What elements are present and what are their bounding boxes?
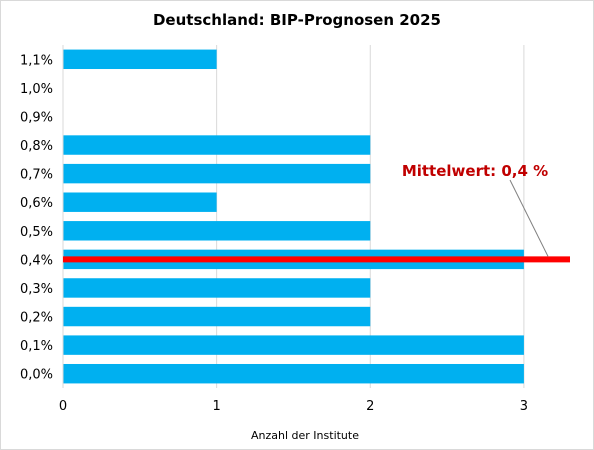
x-tick-label: 1 xyxy=(212,399,220,414)
y-tick-label: 0,9% xyxy=(20,110,53,125)
bar-0,7% xyxy=(63,163,371,184)
bars xyxy=(63,49,524,384)
gridlines xyxy=(216,45,525,388)
chart-title: Deutschland: BIP-Prognosen 2025 xyxy=(153,11,441,29)
y-tick-label: 0,2% xyxy=(20,311,53,326)
bar-0,0% xyxy=(63,363,524,384)
bar-0,2% xyxy=(63,306,371,327)
mean-leader-line xyxy=(509,179,549,257)
x-tick-label: 2 xyxy=(366,399,374,414)
x-tick-labels: 0 1 2 3 xyxy=(59,399,528,414)
y-tick-labels: 0,0% 0,1% 0,2% 0,3% 0,4% 0,5% 0,6% 0,7% 0,8% 0,9%… xyxy=(20,53,53,382)
y-tick-label: 0,6% xyxy=(20,196,53,211)
x-tick-label: 0 xyxy=(59,399,67,414)
x-axis-label: Anzahl der Institute xyxy=(251,429,359,442)
y-tick-label: 0,7% xyxy=(20,168,53,183)
y-tick-label: 0,3% xyxy=(20,282,53,297)
bar-1,1% xyxy=(63,49,217,70)
y-tick-label: 0,0% xyxy=(20,368,53,383)
y-tick-label: 0,8% xyxy=(20,139,53,154)
bar-0,8% xyxy=(63,135,371,155)
y-tick-label: 0,5% xyxy=(20,225,53,240)
bar-0,1% xyxy=(63,335,524,355)
bar-0,5% xyxy=(63,221,371,241)
bar-0,3% xyxy=(63,278,371,298)
mean-annotation: Mittelwert: 0,4 % xyxy=(402,162,548,180)
y-tick-label: 0,1% xyxy=(20,339,53,354)
x-tick-label: 3 xyxy=(520,399,528,414)
y-tick-label: 0,4% xyxy=(20,253,53,268)
bar-0,6% xyxy=(63,192,217,212)
y-tick-label: 1,0% xyxy=(20,82,53,97)
y-tick-label: 1,1% xyxy=(20,53,53,68)
